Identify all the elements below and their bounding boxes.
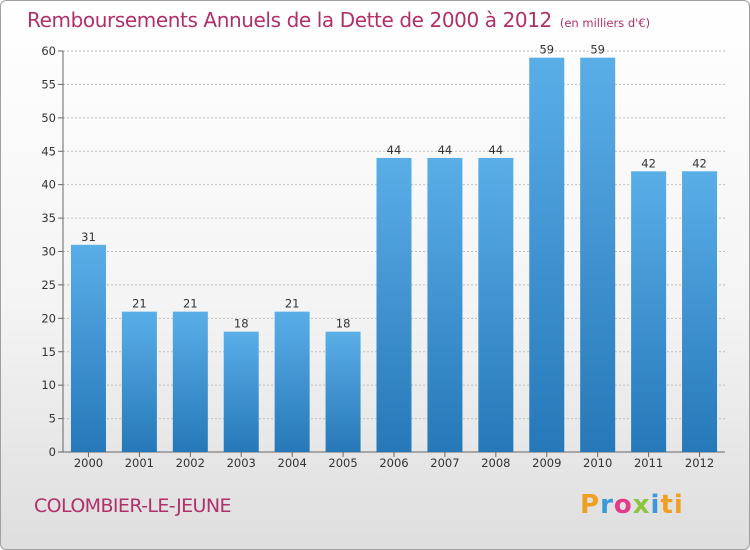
data-label: 31 bbox=[81, 230, 96, 244]
logo-letter: r bbox=[600, 490, 614, 520]
data-label: 18 bbox=[234, 317, 249, 331]
x-tick-label: 2012 bbox=[685, 456, 714, 470]
data-label: 44 bbox=[489, 143, 504, 157]
y-tick-label: 40 bbox=[41, 178, 56, 192]
x-tick-label: 2005 bbox=[328, 456, 357, 470]
proxiti-logo[interactable]: Proxiti bbox=[580, 490, 684, 520]
x-tick-label: 2011 bbox=[634, 456, 663, 470]
chart-title: Remboursements Annuels de la Dette de 20… bbox=[27, 8, 650, 32]
logo-letter: P bbox=[580, 490, 601, 520]
data-label: 21 bbox=[285, 297, 300, 311]
chart-subtitle: (en milliers d'€) bbox=[559, 16, 651, 30]
bar bbox=[427, 157, 463, 452]
logo-letter: i bbox=[650, 490, 661, 520]
bar bbox=[70, 244, 106, 452]
data-label: 42 bbox=[692, 156, 707, 170]
x-tick-label: 2008 bbox=[481, 456, 510, 470]
data-label: 18 bbox=[336, 317, 351, 331]
bar bbox=[478, 157, 514, 452]
data-label: 59 bbox=[590, 43, 605, 57]
logo-letter: i bbox=[673, 490, 684, 520]
x-tick-label: 2004 bbox=[278, 456, 307, 470]
bar bbox=[631, 171, 667, 453]
data-labels: 31 21 21 18 21 18 44 44 44 59 59 42 42 bbox=[81, 43, 707, 331]
y-tick-label: 5 bbox=[49, 412, 56, 426]
data-label: 44 bbox=[438, 143, 453, 157]
data-label: 42 bbox=[641, 156, 656, 170]
bar bbox=[325, 331, 361, 452]
logo-letter: x bbox=[632, 490, 651, 520]
x-tick-label: 2006 bbox=[379, 456, 408, 470]
y-tick-label: 15 bbox=[41, 345, 56, 359]
y-tick-label: 0 bbox=[49, 445, 56, 459]
bar bbox=[580, 57, 616, 452]
y-tick-label: 45 bbox=[41, 144, 56, 158]
y-tick-label: 50 bbox=[41, 111, 56, 125]
y-tick-label: 55 bbox=[41, 77, 56, 91]
y-tick-label: 25 bbox=[41, 278, 56, 292]
bar bbox=[682, 171, 718, 453]
chart-title-text: Remboursements Annuels de la Dette de 20… bbox=[27, 8, 552, 32]
data-label: 21 bbox=[183, 297, 198, 311]
y-tick-label: 10 bbox=[41, 378, 56, 392]
commune-name: COLOMBIER-LE-JEUNE bbox=[34, 495, 231, 517]
data-label: 59 bbox=[539, 43, 554, 57]
bar bbox=[274, 311, 310, 452]
data-label: 44 bbox=[387, 143, 402, 157]
x-tick-label: 2003 bbox=[227, 456, 256, 470]
bar bbox=[172, 311, 208, 452]
x-tick-label: 2010 bbox=[583, 456, 612, 470]
x-tick-label: 2001 bbox=[125, 456, 154, 470]
logo-letter: o bbox=[613, 490, 633, 520]
bar bbox=[529, 57, 565, 452]
x-tick-label: 2009 bbox=[532, 456, 561, 470]
data-label: 21 bbox=[132, 297, 147, 311]
y-tick-label: 60 bbox=[41, 44, 56, 58]
bar bbox=[376, 157, 412, 452]
logo-letter: t bbox=[660, 490, 674, 520]
y-tick-label: 20 bbox=[41, 311, 56, 325]
bars bbox=[70, 57, 718, 453]
x-tick-label: 2002 bbox=[176, 456, 205, 470]
x-tick-label: 2007 bbox=[430, 456, 459, 470]
x-tick-label: 2000 bbox=[74, 456, 103, 470]
bar bbox=[121, 311, 157, 452]
y-tick-label: 35 bbox=[41, 211, 56, 225]
bar bbox=[223, 331, 259, 452]
y-tick-label: 30 bbox=[41, 245, 56, 259]
